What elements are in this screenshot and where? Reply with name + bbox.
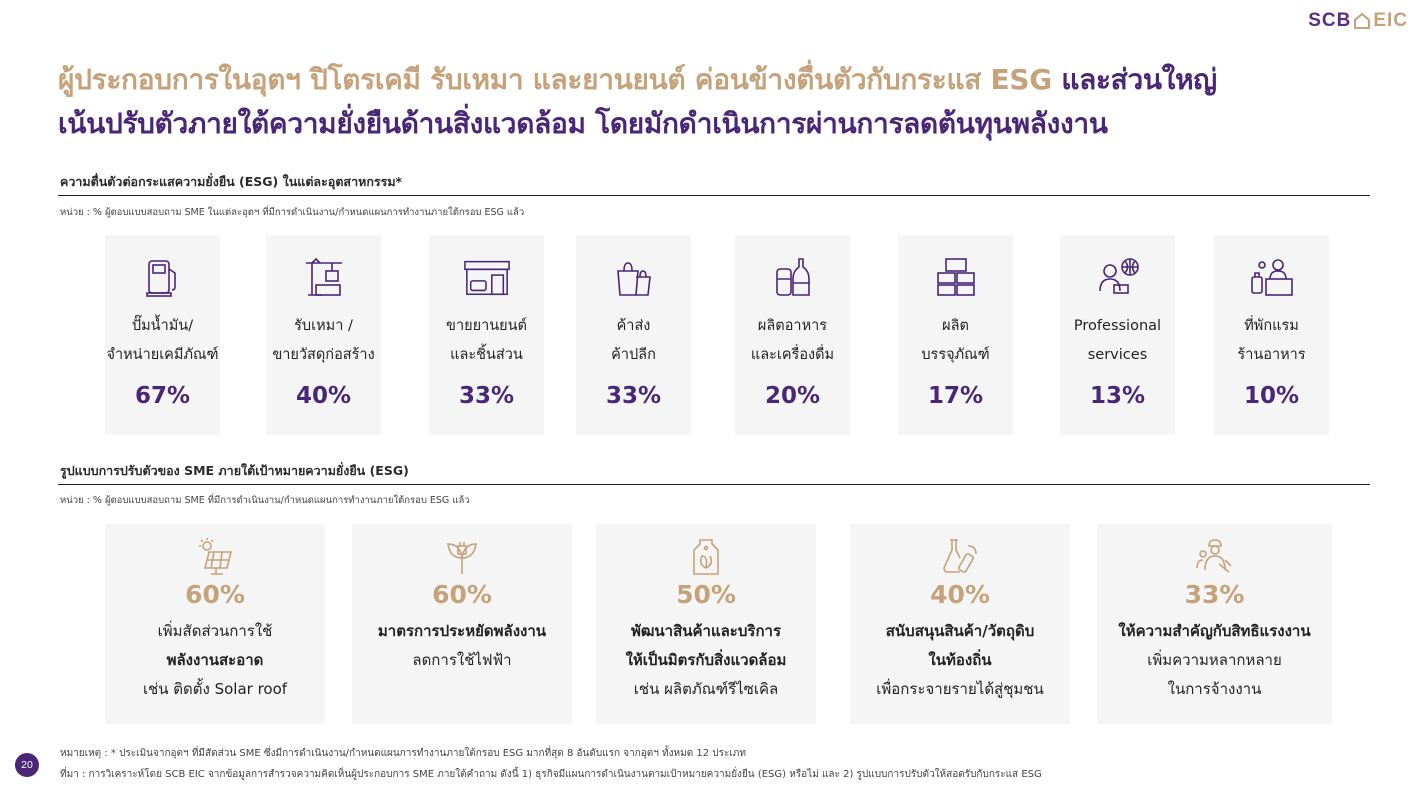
industry-percent: 10% [1243,383,1300,409]
industry-card-fuel: ปั๊มน้ำมัน/จำหน่ายเคมีภัณฑ์ 67% [105,235,220,435]
packaging-boxes-icon [932,255,980,299]
source-note: ที่มา : การวิเคราะห์โดย SCB EIC จากข้อมู… [60,769,1042,780]
industry-label-1: ผลิตอาหาร [757,318,828,334]
professional-globe-icon [1094,255,1142,299]
footnote: หมายเหตุ : * ประเมินจากอุตฯ ที่มีสัดส่วน… [60,748,746,759]
industry-label-1: Professional [1073,318,1162,334]
adaptation-percent: 60% [185,580,245,609]
adaptation-line-1: พัฒนาสินค้าและบริการ [630,622,782,640]
headline-gold-text: ผู้ประกอบการในอุตฯ ปิโตรเคมี รับเหมา และ… [58,63,1052,96]
adaptation-line-2: ในท้องถิ่น [928,651,992,669]
page-number: 20 [15,753,39,777]
eco-product-tag-icon [684,536,728,576]
industry-label-2: ร้านอาหาร [1237,347,1306,363]
industry-card-professional: Professional services 13% [1060,235,1175,435]
industry-card-construction: รับเหมา / ขายวัสดุก่อสร้าง 40% [266,235,381,435]
adaptation-line-3: ในการจ้างงาน [1167,680,1262,698]
industry-label-2: บรรจุภัณฑ์ [921,347,990,363]
industry-card-automotive: ขายยานยนต์และชิ้นส่วน 33% [429,235,544,435]
section2-unit-note: หน่วย : % ผู้ตอบแบบสอบถาม SME ที่มีการดำ… [60,495,470,506]
page-headline: ผู้ประกอบการในอุตฯ ปิโตรเคมี รับเหมา และ… [58,58,1398,146]
adaptation-percent: 40% [930,580,990,609]
industry-label-1: ขายยานยนต์ [446,318,527,334]
headline-purple-text-2: เน้นปรับตัวภายใต้ความยั่งยืนด้านสิ่งแวดล… [58,107,1108,140]
adaptation-line-3: เช่น ติดตั้ง Solar roof [142,680,288,698]
adaptation-card-local-sourcing: 40% สนับสนุนสินค้า/วัตถุดิบ ในท้องถิ่น เ… [850,524,1070,724]
adaptation-line-1: เพิ่มสัดส่วนการใช้ [157,622,273,640]
industry-percent: 33% [458,383,515,409]
construction-crane-icon [300,255,348,299]
shopping-bags-icon [610,255,658,299]
industry-label-2: ขายวัสดุก่อสร้าง [272,347,375,363]
fuel-pump-icon [139,255,187,299]
adaptation-line-3: เช่น ผลิตภัณฑ์รีไซเคิล [633,680,779,698]
section1-unit-note: หน่วย : % ผู้ตอบแบบสอบถาม SME ในแต่ละอุต… [60,207,525,218]
adaptation-line-2: พลังงานสะอาด [166,651,264,669]
logo-scb-text: SCB [1308,10,1352,31]
industry-label-1: ผลิต [942,318,969,334]
house-logo-icon [1354,12,1371,29]
workers-diversity-icon [1193,536,1237,576]
local-materials-icon [938,536,982,576]
adaptation-card-eco-products: 50% พัฒนาสินค้าและบริการ ให้เป็นมิตรกับส… [596,524,816,724]
adaptation-card-clean-energy: 60% เพิ่มสัดส่วนการใช้ พลังงานสะอาด เช่น… [105,524,325,724]
section1-divider [58,195,1370,196]
section2-divider [58,484,1370,485]
headline-purple-text-1: และส่วนใหญ่ [1051,63,1217,96]
industry-percent: 33% [605,383,662,409]
hotel-reception-icon [1248,255,1296,299]
adaptation-line-2: เพิ่มความหลากหลาย [1147,651,1282,669]
industry-percent: 40% [295,383,352,409]
food-beverage-icon [769,255,817,299]
industry-card-hospitality: ที่พักแรมร้านอาหาร 10% [1214,235,1329,435]
industry-label-1: รับเหมา / [294,318,353,334]
section1-title: ความตื่นตัวต่อกระแสความยั่งยืน (ESG) ในแ… [60,174,403,189]
industry-card-food: ผลิตอาหารและเครื่องดื่ม 20% [735,235,850,435]
scb-eic-logo: SCB EIC [1308,10,1408,32]
logo-eic-text: EIC [1373,10,1408,31]
adaptation-card-energy-saving: 60% มาตรการประหยัดพลังงาน ลดการใช้ไฟฟ้า [352,524,572,724]
industry-card-retail: ค้าส่งค้าปลีก 33% [576,235,691,435]
industry-percent: 20% [764,383,821,409]
adaptation-line-3: เพื่อกระจายรายได้สู่ชุมชน [876,680,1044,698]
industry-label-2: และชิ้นส่วน [450,347,523,363]
industry-label-2: services [1087,347,1148,363]
adaptation-line-1: ให้ความสำคัญกับสิทธิแรงงาน [1118,622,1311,640]
industry-percent: 67% [134,383,191,409]
adaptation-line-1: มาตรการประหยัดพลังงาน [377,622,547,640]
industry-label-2: จำหน่ายเคมีภัณฑ์ [106,347,219,363]
section2-title: รูปแบบการปรับตัวของ SME ภายใต้เป้าหมายคว… [60,463,409,478]
adaptation-percent: 50% [676,580,736,609]
eco-plug-icon [440,536,484,576]
industry-label-2: ค้าปลีก [611,347,656,363]
industry-card-packaging: ผลิตบรรจุภัณฑ์ 17% [898,235,1013,435]
adaptation-percent: 33% [1184,580,1245,609]
solar-panel-icon [193,536,237,576]
car-dealership-icon [463,255,511,299]
adaptation-line-2: ลดการใช้ไฟฟ้า [412,651,512,669]
adaptation-line-2: ให้เป็นมิตรกับสิ่งแวดล้อม [625,651,787,669]
industry-label-1: ปั๊มน้ำมัน/ [131,318,194,334]
adaptation-percent: 60% [432,580,492,609]
industry-label-1: ค้าส่ง [616,318,651,334]
adaptation-line-1: สนับสนุนสินค้า/วัตถุดิบ [885,622,1035,640]
industry-percent: 17% [927,383,984,409]
industry-label-1: ที่พักแรม [1244,318,1299,334]
adaptation-card-labor-rights: 33% ให้ความสำคัญกับสิทธิแรงงาน เพิ่มความ… [1097,524,1332,724]
industry-label-2: และเครื่องดื่ม [750,347,835,363]
industry-percent: 13% [1089,383,1146,409]
